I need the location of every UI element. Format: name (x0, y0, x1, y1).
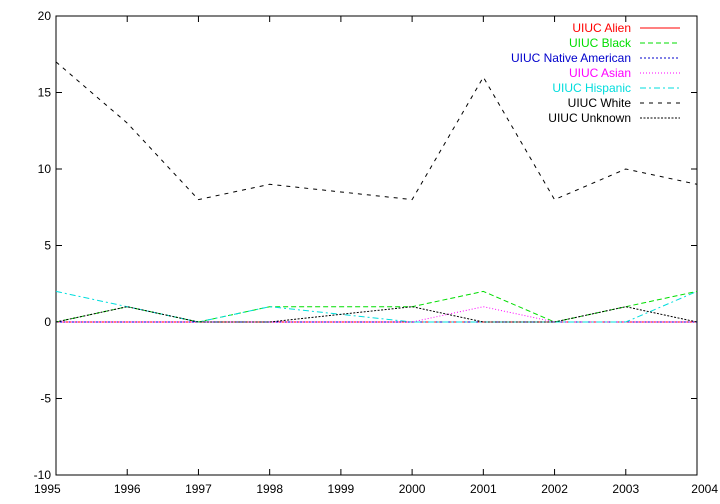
x-tick-label: 1996 (114, 482, 141, 496)
x-tick-label: 2003 (612, 482, 639, 496)
y-tick-label: -5 (40, 392, 51, 406)
legend-label: UIUC Native American (511, 51, 631, 65)
y-tick-label: 15 (38, 86, 52, 100)
y-tick-label: 0 (44, 315, 51, 329)
series-line-uiuc-black (55, 290, 698, 323)
series-line-uiuc-unknown (55, 306, 698, 323)
x-tick-label: 2001 (470, 482, 497, 496)
series-line-uiuc-hispanic (55, 290, 698, 323)
x-tick-label: 1997 (185, 482, 212, 496)
y-tick-label: 10 (38, 162, 52, 176)
x-tick-label: 1999 (328, 482, 355, 496)
y-tick-label: -10 (34, 468, 52, 482)
x-tick-label: 2000 (399, 482, 426, 496)
legend-label: UIUC Alien (572, 21, 631, 35)
legend-label: UIUC White (568, 96, 632, 110)
x-tick-label: 2002 (541, 482, 568, 496)
legend-label: UIUC Unknown (548, 111, 631, 125)
series-line-uiuc-asian (56, 306, 697, 323)
y-tick-label: 20 (38, 9, 52, 23)
legend-label: UIUC Black (569, 36, 632, 50)
legend-label: UIUC Asian (569, 66, 631, 80)
x-tick-label: 1995 (34, 482, 61, 496)
legend-label: UIUC Hispanic (552, 81, 631, 95)
y-tick-label: 5 (44, 239, 51, 253)
x-tick-label: 1998 (256, 482, 283, 496)
x-tick-label: 2004 (691, 482, 718, 496)
series-line-uiuc-white (55, 61, 698, 201)
